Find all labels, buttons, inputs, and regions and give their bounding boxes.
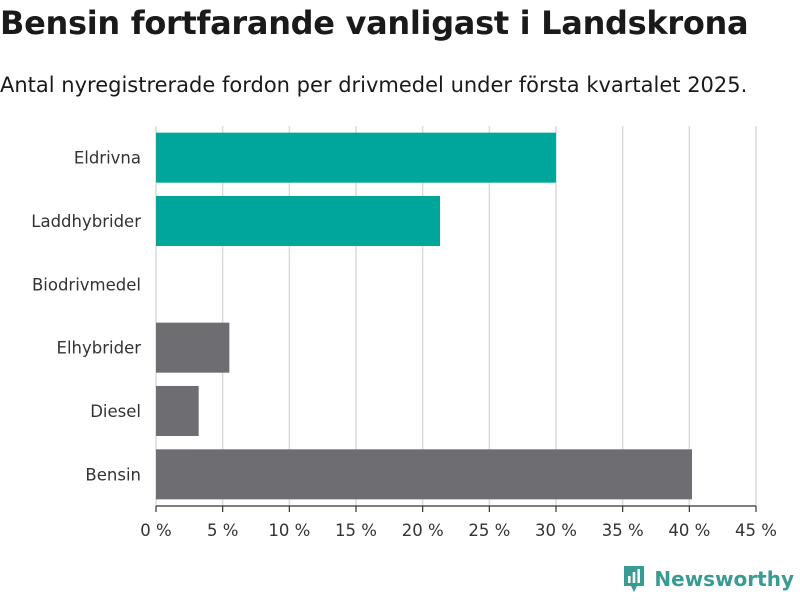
gridlines: [155, 126, 757, 506]
chart-subtitle: Antal nyregistrerade fordon per drivmede…: [0, 73, 748, 97]
newsworthy-brand[interactable]: Newsworthy: [622, 564, 794, 594]
bar-eldrivna: [156, 132, 556, 183]
category-label: Laddhybrider: [31, 212, 141, 231]
category-label: Elhybrider: [57, 339, 142, 358]
x-tick-label: 45 %: [735, 521, 777, 540]
x-tick-label: 20 %: [402, 521, 444, 540]
x-tick-label: 0 %: [140, 521, 171, 540]
bar-bensin: [156, 449, 692, 500]
x-axis: 0 % 5 % 10 % 15 % 20 % 25 % 30 % 35 % 40 % 45 %: [140, 505, 777, 540]
category-label: Eldrivna: [74, 149, 141, 168]
x-tick-label: 30 %: [535, 521, 577, 540]
bars: [156, 132, 692, 500]
category-label: Biodrivmedel: [32, 275, 141, 294]
chart-title: Bensin fortfarande vanligast i Landskron…: [0, 4, 749, 42]
x-tick-label: 35 %: [602, 521, 644, 540]
x-tick-label: 40 %: [668, 521, 710, 540]
bar-laddhybrider: [156, 195, 440, 247]
brand-name: Newsworthy: [654, 567, 794, 591]
category-labels: Eldrivna Laddhybrider Biodrivmedel Elhybrid…: [31, 149, 141, 485]
category-label: Diesel: [90, 402, 141, 421]
x-tick-label: 25 %: [468, 521, 510, 540]
x-tick-label: 5 %: [207, 521, 238, 540]
x-tick-label: 10 %: [268, 521, 310, 540]
category-label: Bensin: [85, 465, 141, 484]
bar-elhybrider: [156, 322, 230, 373]
x-tick-label: 15 %: [335, 521, 377, 540]
bar-chart: Eldrivna Laddhybrider Biodrivmedel Elhybrid…: [31, 126, 777, 540]
bar-diesel: [156, 385, 199, 437]
newsworthy-logo-icon: [624, 566, 645, 592]
